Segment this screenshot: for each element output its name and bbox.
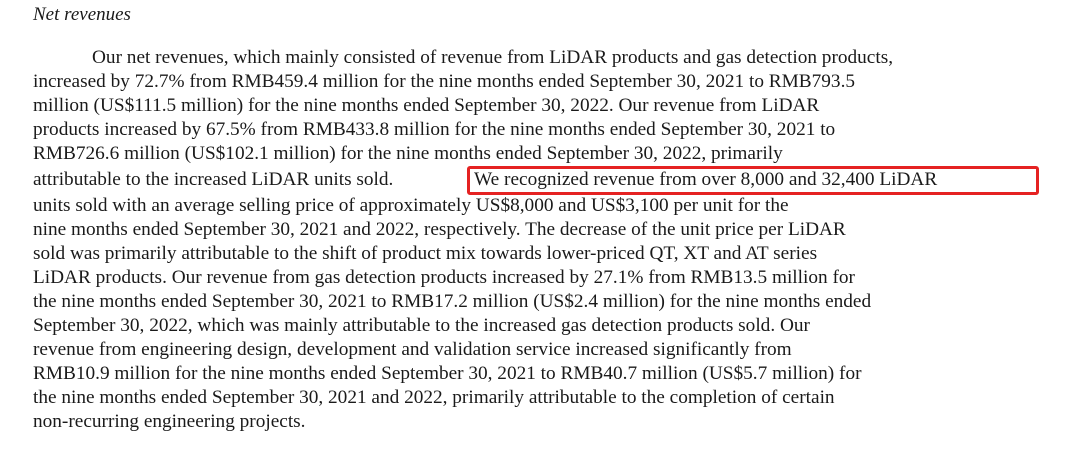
paragraph-line: Our net revenues, which mainly consisted…: [92, 47, 894, 68]
paragraph-line: the nine months ended September 30, 2021…: [33, 291, 872, 312]
paragraph-line: units sold with an average selling price…: [33, 195, 789, 216]
paragraph-line: non-recurring engineering projects.: [33, 411, 306, 432]
paragraph-line: September 30, 2022, which was mainly att…: [33, 315, 810, 336]
paragraph-line: RMB10.9 million for the nine months ende…: [33, 363, 862, 384]
highlighted-sentence: We recognized revenue from over 8,000 an…: [474, 169, 938, 190]
paragraph-line: revenue from engineering design, develop…: [33, 339, 792, 360]
paragraph-line: RMB726.6 million (US$102.1 million) for …: [33, 143, 783, 164]
paragraph-line: attributable to the increased LiDAR unit…: [33, 169, 394, 190]
paragraph-line: sold was primarily attributable to the s…: [33, 243, 818, 264]
paragraph-line: nine months ended September 30, 2021 and…: [33, 219, 846, 240]
paragraph-line: LiDAR products. Our revenue from gas det…: [33, 267, 855, 288]
section-heading: Net revenues: [33, 4, 131, 25]
paragraph-line: the nine months ended September 30, 2021…: [33, 387, 835, 408]
paragraph-line: products increased by 67.5% from RMB433.…: [33, 119, 836, 140]
paragraph-line: increased by 72.7% from RMB459.4 million…: [33, 71, 856, 92]
paragraph-line: million (US$111.5 million) for the nine …: [33, 95, 820, 116]
